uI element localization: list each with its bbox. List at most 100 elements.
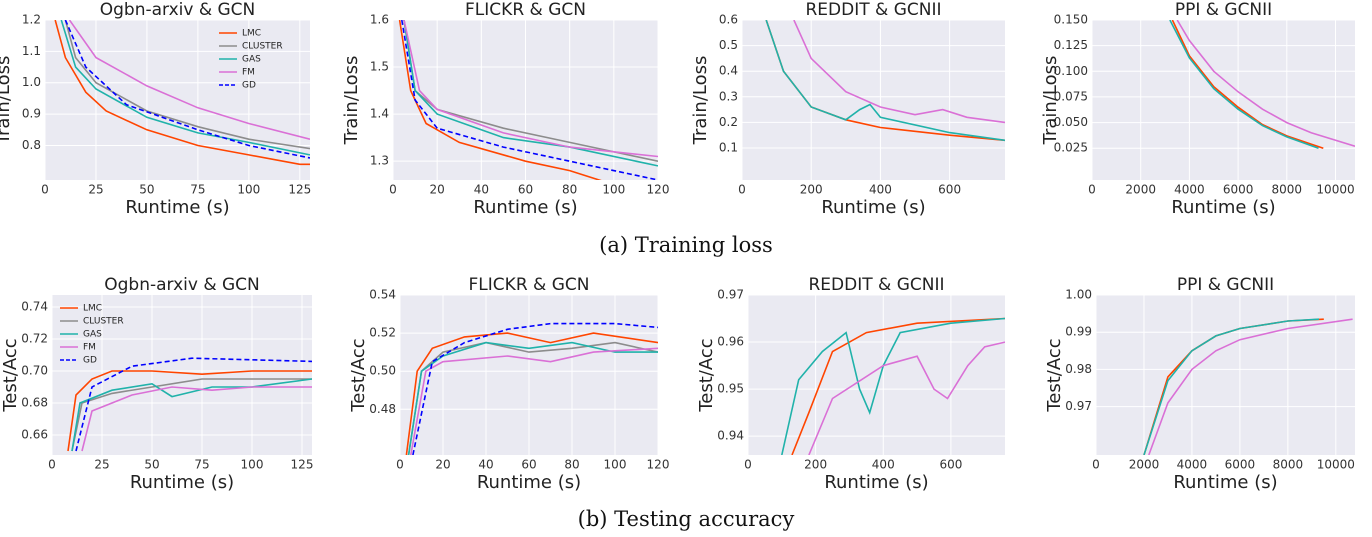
x-tick-label: 0	[396, 458, 404, 472]
y-axis-label: Train/Loss	[690, 56, 711, 146]
subplot: 0 25 50 75 100 125 0.8 0.9 1.0 1.1 1.2 Ogbn-arxiv &…	[0, 0, 311, 218]
y-axis-label: Test/Acc	[0, 338, 21, 412]
y-tick-label: 0.54	[369, 288, 396, 302]
y-tick-label: 0.100	[1054, 64, 1088, 78]
chart-title: Ogbn-arxiv & GCN	[100, 0, 256, 20]
x-tick-label: 400	[869, 183, 892, 197]
x-tick-label: 200	[804, 458, 827, 472]
x-tick-label: 125	[288, 183, 311, 197]
legend-label: GD	[242, 81, 256, 91]
chart-title: REDDIT & GCNII	[809, 275, 945, 295]
x-tick-label: 6000	[1223, 183, 1254, 197]
series-line	[1176, 20, 1355, 147]
series-line	[791, 317, 1005, 455]
x-tick-label: 25	[88, 183, 103, 197]
subplot: 0 25 50 75 100 125 0.66 0.68 0.70 0.72 0.74 Ogbn-ar…	[0, 275, 313, 493]
x-axis-label: Runtime (s)	[130, 472, 234, 493]
x-axis-label: Runtime (s)	[824, 472, 928, 493]
x-tick-label: 125	[291, 458, 314, 472]
x-tick-label: 0	[1092, 458, 1100, 472]
y-tick-label: 1.1	[22, 44, 41, 58]
y-tick-label: 0.94	[717, 429, 744, 443]
y-tick-label: 0.66	[21, 428, 48, 442]
legend-label: FM	[242, 68, 255, 78]
series-line	[403, 20, 658, 167]
series-line	[75, 357, 312, 452]
y-tick-label: 0.97	[1065, 399, 1092, 413]
series-line	[1169, 20, 1319, 149]
x-tick-label: 50	[139, 183, 154, 197]
x-axis-label: Runtime (s)	[125, 197, 229, 218]
x-tick-label: 0	[389, 183, 397, 197]
x-tick-label: 80	[562, 183, 577, 197]
x-tick-label: 20	[430, 183, 445, 197]
y-tick-label: 0.125	[1054, 38, 1088, 52]
y-tick-label: 1.2	[22, 13, 41, 27]
series-line	[401, 20, 658, 180]
series-line	[765, 20, 1005, 142]
chart-title: FLICKR & GCN	[469, 275, 590, 295]
x-tick-label: 50	[144, 458, 159, 472]
y-tick-label: 0.8	[22, 138, 41, 152]
y-axis-label: Train/Loss	[341, 56, 362, 146]
x-tick-label: 0	[1088, 183, 1096, 197]
y-tick-label: 1.3	[370, 154, 389, 168]
series-line	[60, 20, 310, 156]
subplot: 0 20 40 60 80 100 120 0.48 0.50 0.52 0.54 FLICKR & …	[348, 275, 669, 493]
x-tick-label: 100	[602, 183, 625, 197]
y-axis-label: Test/Acc	[1044, 338, 1065, 412]
series-line	[398, 20, 602, 180]
y-axis-label: Train/Loss	[1040, 56, 1061, 146]
chart-title: PPI & GCNII	[1177, 275, 1274, 295]
chart-title: FLICKR & GCN	[465, 0, 586, 20]
x-tick-label: 40	[478, 458, 493, 472]
series-line	[54, 20, 310, 166]
x-tick-label: 4000	[1174, 183, 1205, 197]
y-tick-label: 0.3	[719, 89, 738, 103]
y-tick-label: 1.00	[1065, 288, 1092, 302]
plot-area	[1092, 20, 1355, 180]
x-axis-label: Runtime (s)	[477, 472, 581, 493]
x-tick-label: 10000	[1317, 458, 1355, 472]
x-tick-label: 100	[237, 183, 260, 197]
subplot: 0 2000 4000 6000 8000 10000 0.97 0.98 0.99 1.00 PP…	[1044, 275, 1355, 493]
x-tick-label: 80	[564, 458, 579, 472]
series-line	[405, 332, 658, 455]
legend-label: GAS	[83, 330, 102, 340]
chart-title: REDDIT & GCNII	[806, 0, 942, 20]
series-line	[403, 20, 658, 158]
series-line	[68, 20, 310, 140]
chart-title: Ogbn-arxiv & GCN	[104, 275, 260, 295]
subplot: 0 2000 4000 6000 8000 10000 0.025 0.050 0.075 0.1…	[1040, 0, 1355, 218]
x-tick-label: 100	[241, 458, 264, 472]
x-tick-label: 0	[41, 183, 49, 197]
legend-label: FM	[83, 343, 96, 353]
x-tick-label: 600	[939, 458, 962, 472]
x-tick-label: 75	[190, 183, 205, 197]
series-line	[1148, 318, 1353, 455]
x-tick-label: 120	[647, 458, 670, 472]
y-axis-label: Train/Loss	[0, 56, 14, 146]
y-tick-label: 0.5	[719, 38, 738, 52]
subplot: 0 200 400 600 0.94 0.95 0.96 0.97 REDDIT & GCNII…	[696, 275, 1005, 493]
series-line	[1171, 20, 1324, 149]
y-axis-label: Test/Acc	[696, 338, 717, 412]
x-tick-label: 6000	[1225, 458, 1256, 472]
legend-label: GD	[83, 356, 97, 366]
x-tick-label: 10000	[1316, 183, 1354, 197]
y-tick-label: 0.4	[719, 64, 738, 78]
series-line	[410, 347, 658, 455]
x-tick-label: 400	[872, 458, 895, 472]
x-tick-label: 0	[48, 458, 56, 472]
x-tick-label: 100	[604, 458, 627, 472]
x-tick-label: 8000	[1273, 458, 1304, 472]
series-line	[412, 322, 658, 455]
y-tick-label: 0.96	[717, 335, 744, 349]
x-axis-label: Runtime (s)	[821, 197, 925, 218]
series-line	[1143, 318, 1320, 455]
y-tick-label: 0.95	[717, 382, 744, 396]
y-tick-label: 1.5	[370, 60, 389, 74]
y-tick-label: 0.025	[1054, 141, 1088, 155]
x-axis-label: Runtime (s)	[473, 197, 577, 218]
